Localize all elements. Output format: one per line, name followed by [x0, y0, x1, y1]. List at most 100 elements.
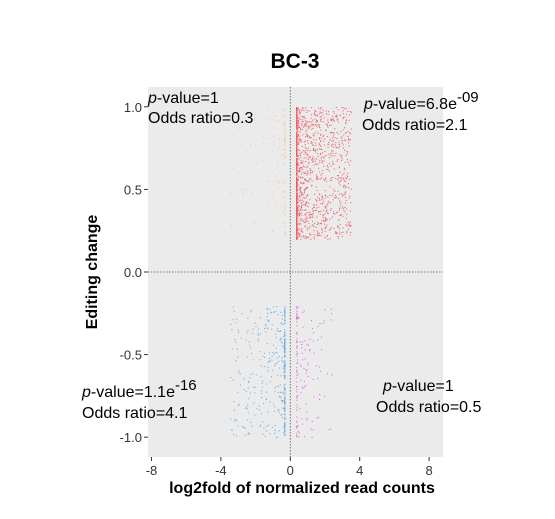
data-point: [331, 195, 333, 197]
y-tick-label: 0.0: [124, 265, 142, 280]
data-point: [303, 157, 305, 159]
lower-right-points: [296, 306, 333, 438]
data-point: [283, 124, 285, 126]
data-point: [322, 217, 324, 219]
data-point: [281, 413, 283, 415]
data-point: [282, 197, 284, 199]
data-point: [332, 161, 334, 163]
data-point: [303, 166, 305, 168]
data-point: [305, 161, 307, 163]
data-point: [233, 434, 235, 436]
data-point: [305, 157, 307, 159]
data-point: [296, 208, 298, 210]
data-point: [305, 152, 307, 154]
data-point: [316, 207, 318, 209]
data-point: [296, 137, 298, 139]
data-point: [296, 338, 298, 340]
data-point: [296, 233, 298, 235]
data-point: [346, 178, 348, 180]
data-point: [311, 128, 313, 130]
data-point: [325, 207, 327, 209]
data-point: [298, 158, 300, 160]
data-point: [297, 124, 299, 126]
data-point: [239, 212, 241, 214]
data-point: [300, 152, 302, 154]
data-point: [330, 165, 332, 167]
data-point: [264, 324, 266, 326]
data-point: [231, 181, 233, 183]
data-point: [321, 195, 323, 197]
data-point: [318, 198, 320, 200]
data-point: [297, 197, 299, 199]
data-point: [313, 164, 315, 166]
data-point: [247, 178, 249, 180]
data-point: [342, 116, 344, 118]
data-point: [305, 225, 307, 227]
data-point: [345, 140, 347, 142]
data-point: [313, 234, 315, 236]
data-point: [284, 117, 286, 119]
data-point: [277, 164, 279, 166]
data-point: [298, 205, 300, 207]
data-point: [297, 134, 299, 136]
data-point: [284, 203, 286, 205]
data-point: [331, 140, 333, 142]
data-point: [340, 137, 342, 139]
data-point: [298, 234, 300, 236]
data-point: [306, 369, 308, 371]
data-point: [345, 191, 347, 193]
data-point: [284, 141, 286, 143]
data-point: [338, 182, 340, 184]
data-point: [315, 174, 317, 176]
data-point: [303, 150, 305, 152]
data-point: [277, 327, 279, 329]
data-point: [301, 124, 303, 126]
data-point: [284, 378, 286, 380]
data-point: [323, 134, 325, 136]
data-point: [335, 232, 337, 234]
data-point: [333, 163, 335, 165]
data-point: [296, 202, 298, 204]
data-point: [234, 212, 236, 214]
data-point: [258, 338, 260, 340]
data-point: [302, 423, 304, 425]
data-point: [256, 408, 258, 410]
data-point: [319, 127, 321, 129]
data-point: [300, 182, 302, 184]
data-point: [300, 128, 302, 130]
data-point: [320, 370, 322, 372]
data-point: [304, 358, 306, 360]
data-point: [320, 129, 322, 131]
data-point: [329, 170, 331, 172]
data-point: [344, 161, 346, 163]
data-point: [246, 332, 248, 334]
data-point: [284, 156, 286, 158]
data-point: [341, 136, 343, 138]
data-point: [312, 224, 314, 226]
data-point: [309, 232, 311, 234]
data-point: [304, 117, 306, 119]
data-point: [269, 401, 271, 403]
data-point: [283, 368, 285, 370]
data-point: [284, 309, 286, 311]
data-point: [303, 310, 305, 312]
data-point: [276, 437, 278, 439]
data-point: [338, 166, 340, 168]
data-point: [347, 138, 349, 140]
data-point: [342, 118, 344, 120]
data-point: [319, 111, 321, 113]
data-point: [274, 410, 276, 412]
data-point: [296, 213, 298, 215]
data-point: [273, 127, 275, 129]
data-point: [315, 151, 317, 153]
data-point: [284, 322, 286, 324]
y-tick-label: 1.0: [124, 100, 142, 115]
data-point: [284, 133, 286, 135]
data-point: [252, 328, 254, 330]
data-point: [319, 193, 321, 195]
data-point: [308, 110, 310, 112]
data-point: [308, 236, 310, 238]
data-point: [300, 109, 302, 111]
data-point: [296, 189, 298, 191]
data-point: [304, 192, 306, 194]
